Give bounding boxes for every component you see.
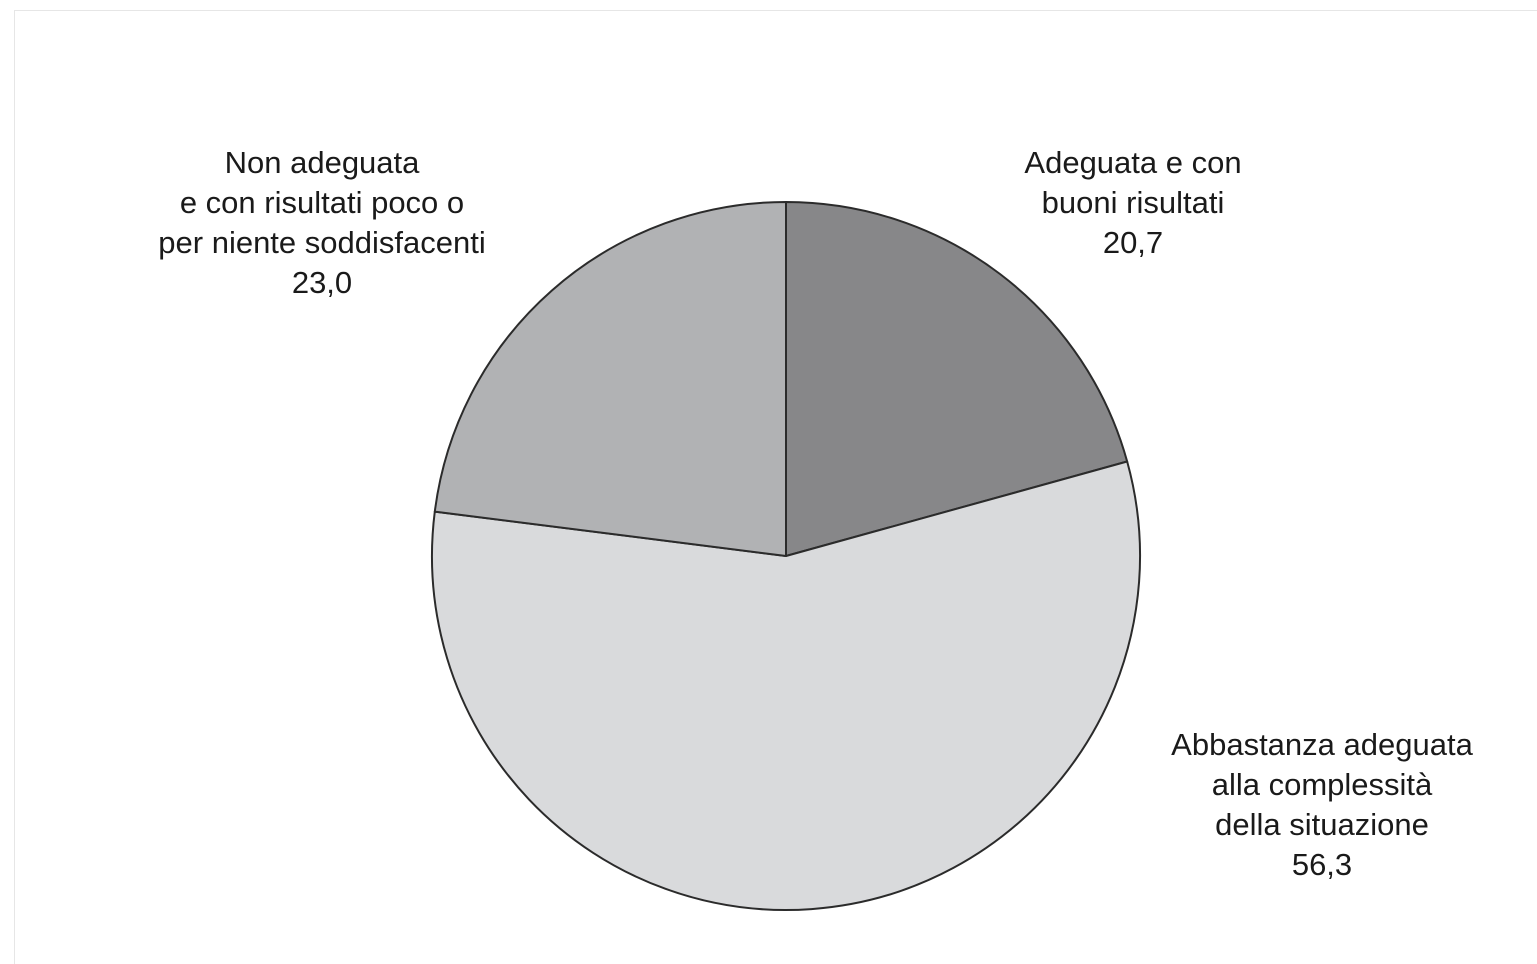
slice-label-3: Non adeguata e con risultati poco o per ni… bbox=[158, 145, 485, 300]
pie-slices bbox=[431, 201, 1141, 911]
slice-category-label: Abbastanza adeguata bbox=[1171, 727, 1473, 762]
chart-frame bbox=[14, 10, 1537, 964]
slice-label-2: Abbastanza adeguata alla complessità della… bbox=[1171, 727, 1473, 882]
slice-value-label: 20,7 bbox=[1103, 225, 1163, 260]
slice-category-label: Adeguata e con bbox=[1024, 145, 1241, 180]
slice-label-1: Adeguata e con buoni risultati 20,7 bbox=[1024, 145, 1241, 260]
pie-slice-1 bbox=[785, 201, 1129, 557]
slice-category-label: della situazione bbox=[1215, 807, 1429, 842]
pie-labels: Adeguata e con buoni risultati 20,7 Abbasta… bbox=[158, 145, 1473, 882]
slice-category-label: alla complessità bbox=[1212, 767, 1433, 802]
slice-category-label: e con risultati poco o bbox=[180, 185, 464, 220]
pie-slice-3 bbox=[433, 201, 787, 557]
slice-value-label: 23,0 bbox=[292, 265, 352, 300]
slice-category-label: Non adeguata bbox=[225, 145, 421, 180]
slice-category-label: buoni risultati bbox=[1042, 185, 1225, 220]
pie-slice-2 bbox=[431, 460, 1141, 911]
slice-value-label: 56,3 bbox=[1292, 847, 1352, 882]
slice-category-label: per niente soddisfacenti bbox=[158, 225, 485, 260]
